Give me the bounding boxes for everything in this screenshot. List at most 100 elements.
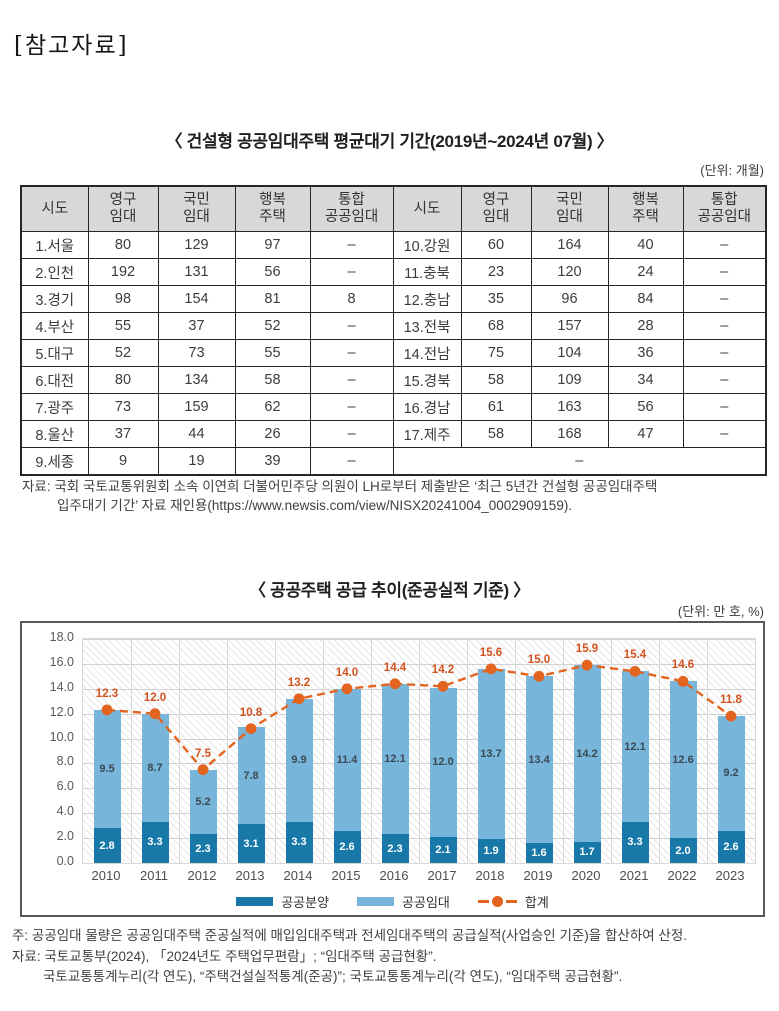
total-value-label: 14.4 <box>383 661 407 674</box>
value-cell: 19 <box>157 447 236 476</box>
bar-public-sale <box>237 824 265 863</box>
bar-public-sale <box>285 821 313 863</box>
column-header: 통합 공공임대 <box>309 185 394 232</box>
x-axis-label: 2021 <box>619 868 649 883</box>
value-cell: 84 <box>607 285 684 313</box>
bar-value-label-public-sale: 2.6 <box>339 840 355 853</box>
value-cell: – <box>682 231 767 259</box>
bar-public-sale <box>477 839 505 863</box>
y-axis-label: 4.0 <box>56 804 74 819</box>
bar-value-label-public-rental: 9.9 <box>291 754 307 767</box>
bar-public-sale <box>669 838 697 863</box>
bar-public-rental <box>189 769 217 835</box>
total-value-label: 14.0 <box>335 666 359 679</box>
region-cell: 15.경북 <box>392 366 462 394</box>
y-axis-label: 12.0 <box>49 704 74 719</box>
supply-trend-chart: 2.8 9.5 12.3 3.3 8.7 12.0 2.3 5.2 7.5 3.1 7.8 10.8 3… <box>20 621 765 917</box>
value-cell: 37 <box>157 312 236 340</box>
region-cell: 12.충남 <box>392 285 462 313</box>
table-row: 2.인천 192 131 56–11.충북 23 120 24– <box>20 258 767 286</box>
total-value-label: 11.8 <box>720 694 742 707</box>
x-axis-label: 2011 <box>140 868 168 883</box>
bar-value-label-public-sale: 3.1 <box>243 837 259 850</box>
value-cell: 34 <box>607 366 684 394</box>
value-cell: 55 <box>87 312 159 340</box>
total-value-label: 13.2 <box>287 676 311 689</box>
table-source-line: 입주대기 기간’ 자료 재인용(https://www.newsis.com/v… <box>57 498 573 513</box>
bar-value-label-public-sale: 3.3 <box>627 836 643 849</box>
region-cell: 3.경기 <box>20 285 89 313</box>
chart-note-line: 주: 공공임대 물량은 공공임대주택 준공실적에 매입임대주택과 전세임대주택의… <box>12 928 687 943</box>
legend-item-public-rental: 공공임대 <box>357 892 450 911</box>
bar-public-sale <box>717 830 745 863</box>
value-cell: 44 <box>157 420 236 448</box>
table-row: 9.세종 9 19 39– – <box>20 447 767 476</box>
bar-public-sale <box>141 821 169 863</box>
merged-empty-cell: – <box>392 447 767 476</box>
region-cell: 6.대전 <box>20 366 89 394</box>
waiting-period-table: 시도 영구 임대 국민 임대 행복 주택 통합 공공임대 시도 영구 임대 국민 임대 행복 주택 통합 공공임대… <box>20 185 767 476</box>
value-cell: – <box>682 312 767 340</box>
value-cell: 134 <box>157 366 236 394</box>
bar-value-label-public-sale: 2.6 <box>723 840 739 853</box>
value-cell: 28 <box>607 312 684 340</box>
region-cell: 16.경남 <box>392 393 462 421</box>
column-header: 영구 임대 <box>460 185 532 232</box>
value-cell: 73 <box>87 393 159 421</box>
value-cell: – <box>682 285 767 313</box>
value-cell: 109 <box>530 366 609 394</box>
bar-public-sale <box>621 821 649 863</box>
value-cell: 131 <box>157 258 236 286</box>
bar-value-label-public-sale: 2.8 <box>99 839 115 852</box>
total-value-label: 12.0 <box>143 691 167 704</box>
total-value-label: 15.6 <box>479 646 503 659</box>
x-axis-label: 2010 <box>91 868 121 883</box>
region-cell: 8.울산 <box>20 420 89 448</box>
table-unit-label: (단위: 개월) <box>700 163 764 178</box>
bar-value-label-public-rental: 8.7 <box>147 761 163 774</box>
table-row: 8.울산 37 44 26–17.제주 58 168 47– <box>20 420 767 448</box>
bar-value-label-public-sale: 2.1 <box>435 843 451 856</box>
value-cell: 23 <box>460 258 532 286</box>
value-cell: 61 <box>460 393 532 421</box>
legend-item-public-sale: 공공분양 <box>236 892 329 911</box>
value-cell: 120 <box>530 258 609 286</box>
value-cell: 163 <box>530 393 609 421</box>
value-cell: 37 <box>87 420 159 448</box>
value-cell: 81 <box>234 285 311 313</box>
value-cell: – <box>309 420 394 448</box>
region-cell: 2.인천 <box>20 258 89 286</box>
value-cell: 39 <box>234 447 311 476</box>
y-axis-label: 10.0 <box>49 729 74 744</box>
region-cell: 13.전북 <box>392 312 462 340</box>
total-value-label: 14.2 <box>431 664 455 677</box>
bar-value-label-public-sale: 1.6 <box>531 847 547 860</box>
legend-swatch-icon <box>357 897 395 906</box>
legend-label: 합계 <box>524 895 549 910</box>
value-cell: 58 <box>460 366 532 394</box>
x-axis-label: 2022 <box>667 868 697 883</box>
bar-value-label-public-rental: 12.1 <box>384 753 406 766</box>
x-axis-label: 2013 <box>235 868 265 883</box>
bar-value-label-public-rental: 12.1 <box>624 740 646 753</box>
table-row: 3.경기 98 154 81 8 12.충남 35 96 84– <box>20 285 767 313</box>
value-cell: 68 <box>460 312 532 340</box>
legend-label: 공공임대 <box>402 895 450 910</box>
bar-value-label-public-sale: 3.3 <box>291 836 307 849</box>
y-axis-label: 8.0 <box>56 754 74 769</box>
value-cell: 168 <box>530 420 609 448</box>
plot-area: 2.8 9.5 12.3 3.3 8.7 12.0 2.3 5.2 7.5 3.1 7.8 10.8 3… <box>82 638 756 864</box>
total-value-label: 15.9 <box>575 643 599 656</box>
bar-value-label-public-rental: 11.4 <box>336 753 358 766</box>
grid-line-v <box>659 639 660 863</box>
x-axis-label: 2017 <box>427 868 457 883</box>
bar-public-sale <box>429 836 457 863</box>
value-cell: 58 <box>460 420 532 448</box>
y-axis-label: 14.0 <box>49 679 74 694</box>
value-cell: 80 <box>87 231 159 259</box>
value-cell: 47 <box>607 420 684 448</box>
value-cell: 62 <box>234 393 311 421</box>
bar-value-label-public-sale: 2.0 <box>675 844 691 857</box>
total-value-label: 14.6 <box>671 659 695 672</box>
chart-title: 〈 공공주택 공급 추이(준공실적 기준) 〉 <box>249 581 530 600</box>
